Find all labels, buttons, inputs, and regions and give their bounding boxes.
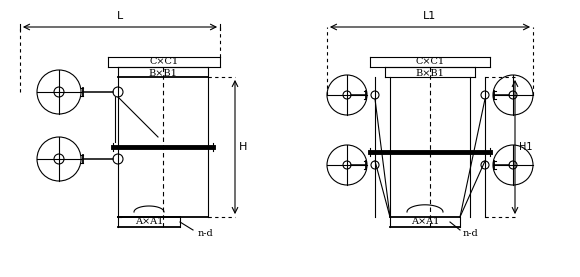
Text: A×A1: A×A1 xyxy=(411,217,439,227)
Text: H: H xyxy=(239,142,248,152)
Text: C×C1: C×C1 xyxy=(415,58,444,66)
Text: B×B1: B×B1 xyxy=(148,68,177,78)
Text: n-d: n-d xyxy=(198,229,214,237)
Text: L: L xyxy=(117,11,123,21)
Text: C×C1: C×C1 xyxy=(150,58,179,66)
Text: L1: L1 xyxy=(423,11,437,21)
Text: A×A1: A×A1 xyxy=(135,217,163,227)
Text: H1: H1 xyxy=(519,142,532,152)
Text: n-d: n-d xyxy=(463,229,478,237)
Text: B×B1: B×B1 xyxy=(415,68,444,78)
